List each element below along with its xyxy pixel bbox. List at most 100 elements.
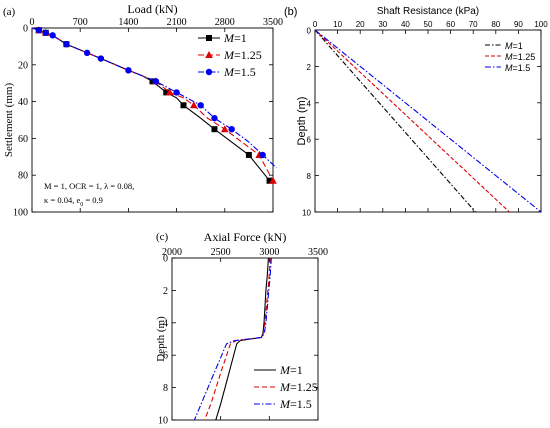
legend-label-rest: =1.25 xyxy=(513,52,536,62)
y-tick-label: 4 xyxy=(163,318,168,329)
legend: M=1M=1.25M=1.5 xyxy=(254,363,318,411)
data-point-circle xyxy=(63,40,70,48)
legend-label: M=1.25 xyxy=(223,48,262,62)
legend: M=1M=1.25M=1.5 xyxy=(485,41,535,73)
x-tick-label: 3500 xyxy=(263,17,283,28)
y-axis-label: Depth (m) xyxy=(155,316,167,362)
data-point-square xyxy=(266,177,273,184)
y-tick-label: 0 xyxy=(307,27,312,36)
series-3 xyxy=(193,257,272,421)
x-tick-label: 2800 xyxy=(215,17,235,28)
legend-label-italic: M xyxy=(279,380,291,394)
legend-label-italic: M xyxy=(223,31,235,45)
legend-label: M=1 xyxy=(223,31,247,45)
legend-label-italic: M xyxy=(223,65,235,79)
data-point-circle xyxy=(83,49,91,57)
x-tick-label: 2000 xyxy=(162,247,182,258)
plot-frame xyxy=(31,27,274,213)
data-point-square xyxy=(211,126,218,133)
legend-label-rest: =1.25 xyxy=(290,380,318,394)
x-axis-label: Axial Force (kN) xyxy=(204,230,287,244)
x-tick-label: 2100 xyxy=(167,17,187,28)
legend-label: M=1 xyxy=(279,363,303,377)
y-tick-label: 80 xyxy=(18,171,28,182)
legend-label: M=1.5 xyxy=(505,63,530,73)
x-tick-label: 30 xyxy=(378,20,387,29)
series-2 xyxy=(314,29,510,213)
series-1 xyxy=(314,29,476,213)
legend-label-rest: =1.5 xyxy=(234,65,256,79)
data-point-circle xyxy=(228,126,235,133)
y-axis-label: Depth (m) xyxy=(296,97,308,146)
data-point-circle xyxy=(259,151,266,159)
x-tick-label: 40 xyxy=(401,20,410,29)
y-tick-label: 6 xyxy=(163,351,168,362)
x-tick-label: 10 xyxy=(333,20,342,29)
legend-label-italic: M xyxy=(279,363,291,377)
legend-marker-square xyxy=(206,35,212,41)
plot-frame xyxy=(171,257,319,421)
chart-panel-2: (b) 0 10 20 30 40 50 60 70 80 90 100 0 2 4 6 8 10 Shaft Re… xyxy=(284,6,548,218)
legend-label-italic: M xyxy=(505,52,513,62)
data-point-triangle xyxy=(269,176,277,184)
data-point-square xyxy=(245,151,252,158)
legend-label-rest: =1 xyxy=(290,363,303,377)
data-point-circle xyxy=(211,114,218,122)
legend-label-italic: M xyxy=(223,48,235,62)
data-point-triangle xyxy=(190,101,198,109)
y-axis-label: Settlement (mm) xyxy=(3,83,15,158)
x-tick-label: 90 xyxy=(514,20,523,29)
series-line xyxy=(215,257,269,421)
data-point-circle xyxy=(35,27,43,34)
x-tick-label: 2500 xyxy=(211,247,231,258)
x-tick-label: 80 xyxy=(491,20,500,29)
series-line xyxy=(193,257,272,421)
panel-label: (b) xyxy=(284,6,297,18)
annotation-line-2: κ = 0.04, e0 = 0.9 xyxy=(44,195,103,208)
y-tick-label: 40 xyxy=(18,97,28,108)
legend-label: M=1.25 xyxy=(505,52,535,62)
y-tick-label: 6 xyxy=(307,136,312,145)
series-line xyxy=(314,29,510,213)
legend-label-italic: M xyxy=(505,41,513,51)
x-axis-label: Shaft Resistance (kPa) xyxy=(377,6,479,17)
series-line xyxy=(314,29,476,213)
y-tick-label: 8 xyxy=(163,383,168,394)
legend-label-italic: M xyxy=(505,63,513,73)
series-line xyxy=(314,29,542,213)
x-tick-label: 70 xyxy=(469,20,478,29)
panel-label: (a) xyxy=(3,6,16,18)
y-tick-label: 10 xyxy=(158,416,168,427)
data-point-square xyxy=(180,102,187,109)
data-point-circle xyxy=(49,32,56,39)
legend-marker-triangle xyxy=(205,51,213,58)
data-point-circle xyxy=(42,29,49,36)
legend-label-italic: M xyxy=(279,397,291,411)
y-tick-label: 60 xyxy=(18,134,28,145)
x-tick-label: 60 xyxy=(446,20,455,29)
series-3 xyxy=(314,29,542,213)
chart-panel-3: (c) 2000 2500 3000 3500 0 2 4 6 8 10 Axial Force (k… xyxy=(155,230,328,427)
y-tick-label: 2 xyxy=(307,63,312,72)
x-tick-label: 0 xyxy=(313,20,318,29)
parameter-annotation: M = 1, OCR = 1, λ = 0.08, κ = 0.04, e0 = … xyxy=(44,181,134,208)
x-tick-label: 3500 xyxy=(308,247,328,258)
data-point-circle xyxy=(125,67,132,74)
annotation-subscript: 0 xyxy=(80,202,83,208)
annotation-line-2-prefix: κ = 0.04, e xyxy=(44,195,80,205)
legend-label: M=1.5 xyxy=(279,397,312,411)
legend-label: M=1.25 xyxy=(279,380,318,394)
legend-label-rest: =1.5 xyxy=(290,397,312,411)
x-tick-label: 1400 xyxy=(118,17,138,28)
series-line xyxy=(204,257,271,421)
y-tick-label: 2 xyxy=(163,286,168,297)
annotation-line-1: M = 1, OCR = 1, λ = 0.08, xyxy=(44,181,134,191)
x-tick-label: 3000 xyxy=(259,247,279,258)
y-tick-label: 100 xyxy=(13,208,28,219)
annotation-line-2-suffix: = 0.9 xyxy=(83,195,103,205)
y-tick-label: 10 xyxy=(302,209,311,218)
data-point-square xyxy=(149,78,156,85)
y-tick-label: 0 xyxy=(163,254,168,265)
panel-label: (c) xyxy=(156,231,169,243)
